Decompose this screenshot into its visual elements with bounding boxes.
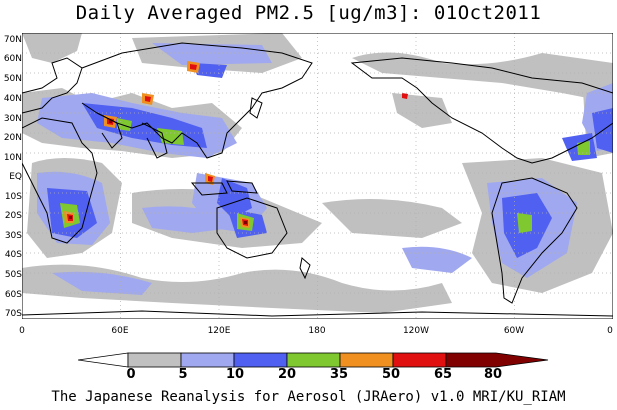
colorbar-label-65: 65	[433, 367, 453, 382]
lon-label-60e: 60E	[111, 326, 129, 336]
colorbar-segment-65	[392, 352, 447, 368]
lat-label-10n: 10N	[3, 153, 22, 163]
footer-credit: The Japanese Reanalysis for Aerosol (JRA…	[51, 389, 566, 405]
colorbar-label-80: 80	[483, 367, 503, 382]
lat-label-40n: 40N	[3, 94, 22, 104]
lon-label-180: 180	[308, 326, 326, 336]
colorbar-segment-0	[78, 352, 129, 368]
lat-label-10s: 10S	[4, 192, 22, 202]
lat-label-40s: 40S	[4, 250, 22, 260]
lat-label-30n: 30N	[3, 114, 22, 124]
map-title: Daily Averaged PM2.5 [ug/m3]: 01Oct2011	[75, 2, 542, 24]
lat-label-70n: 70N	[3, 35, 22, 45]
lat-label-30s: 30S	[4, 231, 22, 241]
map-gridlines	[22, 33, 613, 319]
lat-label-20n: 20N	[3, 133, 22, 143]
colorbar-segment-80	[445, 352, 549, 368]
lon-label-0: 0	[19, 326, 25, 336]
colorbar-segment-5	[127, 352, 182, 368]
coastlines	[22, 42, 613, 317]
lon-label-60w: 60W	[503, 326, 525, 336]
pm25-level-80-plus	[69, 120, 247, 224]
colorbar-label-10: 10	[225, 367, 245, 382]
colorbar-label-5: 5	[178, 367, 188, 382]
lat-label-eq: EQ	[9, 172, 22, 182]
colorbar-segment-10	[180, 352, 235, 368]
map-canvas	[22, 33, 613, 319]
colorbar-label-35: 35	[329, 367, 349, 382]
pm25-map	[22, 33, 613, 319]
colorbar-label-0: 0	[126, 367, 136, 382]
colorbar-segment-35	[286, 352, 341, 368]
colorbar-segment-50	[339, 352, 394, 368]
lon-label-120w: 120W	[402, 326, 430, 336]
lat-label-70s: 70S	[4, 309, 22, 319]
lon-label-120e: 120E	[207, 326, 231, 336]
colorbar	[78, 352, 549, 368]
lat-label-60n: 60N	[3, 54, 22, 64]
lat-label-50n: 50N	[3, 74, 22, 84]
colorbar-label-50: 50	[381, 367, 401, 382]
colorbar-segment-20	[233, 352, 288, 368]
lon-label-0-east: 0	[607, 326, 613, 336]
lat-label-50s: 50S	[4, 270, 22, 280]
lat-label-60s: 60S	[4, 290, 22, 300]
colorbar-label-20: 20	[277, 367, 297, 382]
lat-label-20s: 20S	[4, 211, 22, 221]
